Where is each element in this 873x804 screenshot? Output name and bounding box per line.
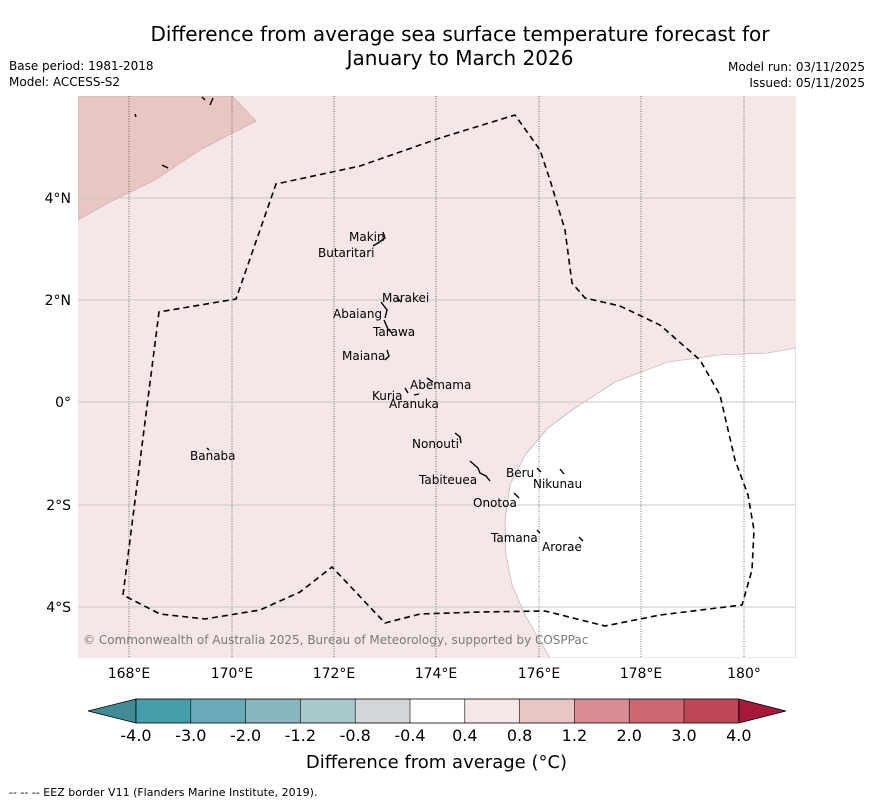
island-label-tamana: Tamana xyxy=(490,531,538,545)
colorbar-box xyxy=(410,699,465,723)
lat-label-0: 0° xyxy=(55,395,71,411)
island-shape-tarawa xyxy=(383,319,393,334)
island-label-tarawa: Tarawa xyxy=(372,325,415,339)
colorbar-box xyxy=(574,699,630,723)
colorbar-tick-label: 1.2 xyxy=(562,726,587,745)
anomaly-neutral-region xyxy=(504,347,796,658)
colorbar-tick-label: -0.4 xyxy=(394,726,425,745)
island-label-arorae: Arorae xyxy=(542,540,582,554)
colorbar-tick-label: -3.0 xyxy=(175,726,206,745)
colorbar-tick-label: 3.0 xyxy=(671,726,696,745)
map-title: Difference from average sea surface temp… xyxy=(130,22,790,70)
model-name: Model: ACCESS-S2 xyxy=(9,75,121,89)
island-shapes xyxy=(134,96,584,542)
title-line-2: January to March 2026 xyxy=(346,46,574,70)
island-label-aranuka: Aranuka xyxy=(389,397,439,411)
island-shape-beru xyxy=(536,467,542,473)
run-info: Model run: 03/11/2025 Issued: 05/11/2025 xyxy=(728,59,865,91)
island-label-nonouti: Nonouti xyxy=(412,437,459,451)
lat-gridlines xyxy=(78,197,796,608)
lat-label-4s: 4°S xyxy=(46,600,71,616)
island-shape-aranuka xyxy=(413,393,420,396)
colorbar-tick-label: -4.0 xyxy=(120,726,151,745)
colorbar-over-arrow xyxy=(738,698,787,724)
colorbar-box xyxy=(136,699,191,723)
island-shape-arorae xyxy=(578,536,584,542)
colorbar-box xyxy=(464,699,520,723)
colorbar-box xyxy=(245,699,301,723)
island-shape-makin-butaritari xyxy=(372,231,386,247)
island-label-tabiteuea: Tabiteuea xyxy=(418,473,477,487)
island-shape xyxy=(209,97,214,106)
island-shape-abaiang xyxy=(380,301,388,319)
lon-gridlines xyxy=(128,96,745,658)
colorbar-box xyxy=(355,699,410,723)
model-run: Model run: 03/11/2025 xyxy=(727,60,865,74)
colorbar-frame xyxy=(135,698,740,724)
colorbar-tick-label: 0.4 xyxy=(452,726,477,745)
island-label-kuria: Kuria xyxy=(372,389,403,403)
issued-date: Issued: 05/11/2025 xyxy=(749,76,865,90)
island-label-abaiang: Abaiang xyxy=(333,307,382,321)
colorbar-tick-label: -0.8 xyxy=(340,726,371,745)
anomaly-0.8-1.2-region xyxy=(78,96,257,221)
island-shape-nonouti xyxy=(454,432,462,444)
lat-label-2s: 2°S xyxy=(46,498,71,514)
base-period: Base period: 1981-2018 xyxy=(9,59,154,73)
map-panel: Makin Butaritari Marakei Abaiang Tarawa … xyxy=(78,96,796,658)
island-shape-abemama xyxy=(426,377,434,383)
island-label-abemama: Abemama xyxy=(410,378,471,392)
island-label-maiana: Maiana xyxy=(342,349,385,363)
island-label-banaba: Banaba xyxy=(190,449,236,463)
island-shape-nikunau xyxy=(559,468,565,475)
island-label-beru: Beru xyxy=(506,466,534,480)
model-info: Base period: 1981-2018 Model: ACCESS-S2 xyxy=(9,58,154,90)
island-label-marakei: Marakei xyxy=(382,291,429,305)
island-shape-banaba xyxy=(206,447,210,451)
colorbar-tick-label: -2.0 xyxy=(230,726,261,745)
colorbar-tick-label: -1.2 xyxy=(285,726,316,745)
island-shape-tamana xyxy=(536,529,541,534)
island-label-butaritari: Butaritari xyxy=(318,246,375,260)
colorbar-under-arrow xyxy=(87,698,137,724)
lon-label-172e: 172°E xyxy=(313,666,356,682)
eez-footnote: -- -- -- EEZ border V11 (Flanders Marine… xyxy=(9,786,318,799)
island-shape xyxy=(161,164,169,169)
lon-label-168e: 168°E xyxy=(108,666,151,682)
island-shape xyxy=(134,113,137,118)
lon-label-180: 180° xyxy=(727,666,761,682)
lat-axis-labels: 4°N 2°N 0° 2°S 4°S xyxy=(45,191,72,616)
lon-label-176e: 176°E xyxy=(518,666,561,682)
eez-border xyxy=(122,114,755,627)
lon-label-174e: 174°E xyxy=(415,666,458,682)
island-shape-onotoa xyxy=(513,492,520,499)
colorbar-box xyxy=(300,699,356,723)
colorbar-box xyxy=(519,699,575,723)
island-label-nikunau: Nikunau xyxy=(533,477,582,491)
copyright-text: © Commonwealth of Australia 2025, Bureau… xyxy=(83,633,588,647)
lon-label-170e: 170°E xyxy=(211,666,254,682)
island-labels: Makin Butaritari Marakei Abaiang Tarawa … xyxy=(190,230,582,554)
colorbar-tick-label: 2.0 xyxy=(616,726,641,745)
colorbar-title: Difference from average (°C) xyxy=(305,752,568,773)
island-shape-tabiteuea xyxy=(469,460,491,482)
colorbar-box xyxy=(190,699,246,723)
island-label-makin: Makin xyxy=(349,230,385,244)
colorbar-tick-label: 0.8 xyxy=(507,726,532,745)
island-shape-kuria xyxy=(404,387,409,394)
colorbar: -4.0 -3.0 -2.0 -1.2 -0.8 -0.4 0.4 0.8 1.2 2.0 3.0 4… xyxy=(87,698,787,745)
colorbar-box xyxy=(684,699,739,723)
lat-label-2n: 2°N xyxy=(45,293,71,309)
island-label-onotoa: Onotoa xyxy=(473,496,517,510)
colorbar-tick-label: 4.0 xyxy=(726,726,751,745)
lat-label-4n: 4°N xyxy=(45,191,71,207)
lon-label-178e: 178°E xyxy=(620,666,663,682)
title-line-1: Difference from average sea surface temp… xyxy=(150,22,770,46)
colorbar-box xyxy=(629,699,684,723)
island-shape-maiana xyxy=(384,349,390,361)
island-shape xyxy=(201,96,206,101)
island-shape-marakei xyxy=(396,297,402,303)
lon-axis-labels: 168°E 170°E 172°E 174°E 176°E 178°E 180° xyxy=(108,666,761,682)
